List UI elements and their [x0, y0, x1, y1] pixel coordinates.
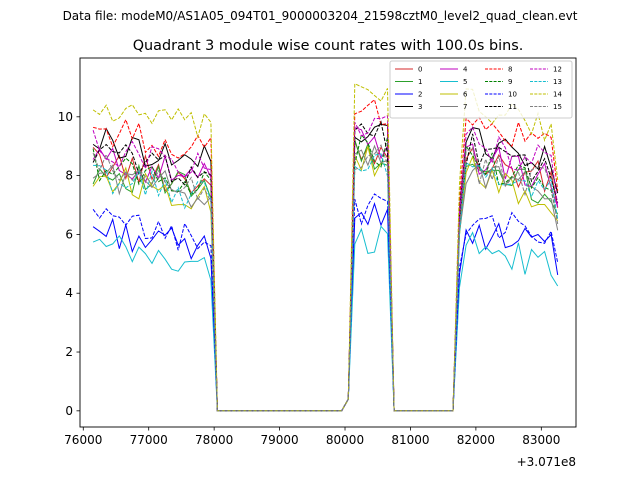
series-line-12 [92, 114, 559, 412]
x-tick-label: 79000 [260, 433, 298, 447]
series-line-13 [93, 153, 559, 412]
legend-label-14: 14 [553, 91, 562, 99]
legend-label-7: 7 [463, 103, 467, 111]
legend-label-12: 12 [553, 66, 562, 74]
x-tick-label: 83000 [522, 433, 560, 447]
series-line-14 [92, 82, 559, 412]
y-tick-label: 4 [65, 286, 73, 300]
legend-label-3: 3 [418, 103, 422, 111]
x-axis-offset-label: +3.071e8 [517, 455, 576, 469]
y-tick-label: 8 [65, 169, 73, 183]
legend-box [389, 60, 573, 119]
plot-frame [79, 57, 577, 428]
legend-label-5: 5 [463, 78, 467, 86]
legend-label-2: 2 [418, 91, 422, 99]
x-tick-label: 78000 [195, 433, 233, 447]
y-axis-ticks: 0 2 4 6 8 10 [58, 110, 80, 418]
x-tick-label: 82000 [457, 433, 495, 447]
series-line-4 [92, 127, 559, 412]
y-tick-label: 2 [65, 345, 73, 359]
y-tick-label: 10 [58, 110, 73, 124]
series-layer [92, 82, 559, 412]
series-line-5 [92, 225, 559, 412]
series-line-9 [92, 133, 559, 412]
legend-label-8: 8 [508, 66, 512, 74]
legend-label-15: 15 [553, 103, 562, 111]
legend-label-6: 6 [463, 91, 468, 99]
series-line-2 [92, 202, 559, 412]
legend-label-9: 9 [508, 78, 512, 86]
y-tick-label: 0 [65, 404, 73, 418]
legend-label-1: 1 [418, 78, 422, 86]
x-tick-label: 80000 [326, 433, 364, 447]
chart-title: Quadrant 3 module wise count rates with … [133, 38, 524, 54]
x-tick-label: 77000 [130, 433, 168, 447]
legend-label-4: 4 [463, 66, 468, 74]
x-tick-label: 76000 [64, 433, 102, 447]
y-tick-label: 6 [65, 227, 73, 241]
x-axis-ticks: 76000 77000 78000 79000 80000 81000 82000 83000 [64, 427, 560, 447]
series-line-10 [92, 193, 559, 412]
legend-label-11: 11 [508, 103, 517, 111]
x-tick-label: 81000 [391, 433, 429, 447]
chart-suptitle: Data file: modeM0/AS1A05_094T01_90000032… [63, 9, 578, 23]
series-line-15 [92, 144, 559, 412]
legend-label-10: 10 [508, 91, 517, 99]
legend-label-0: 0 [418, 66, 422, 74]
series-line-8 [92, 98, 559, 412]
legend-label-13: 13 [553, 78, 562, 86]
